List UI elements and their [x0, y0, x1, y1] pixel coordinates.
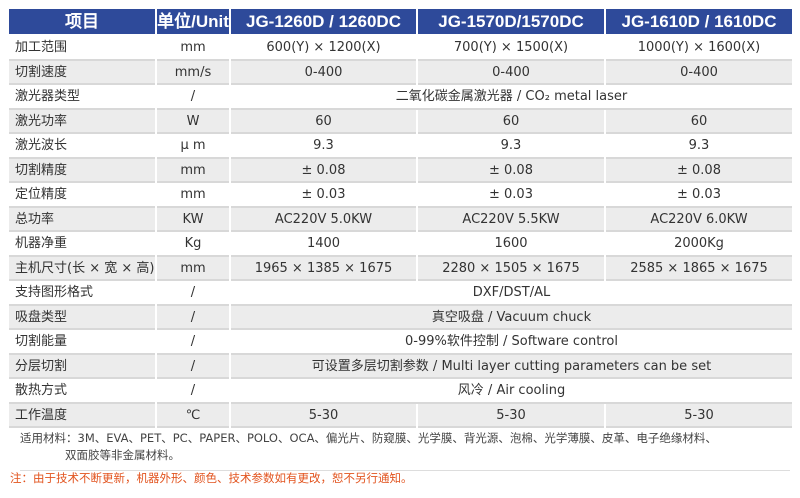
row-value: AC220V 5.0KW	[231, 207, 416, 232]
row-merged-value: 真空吸盘 / Vacuum chuck	[231, 305, 792, 330]
row-unit: /	[157, 330, 229, 355]
row-unit: /	[157, 85, 229, 110]
row-unit: mm	[157, 158, 229, 183]
row-merged-value: 0-99%软件控制 / Software control	[231, 330, 792, 355]
row-unit: ℃	[157, 403, 229, 428]
row-value: ± 0.03	[606, 183, 792, 208]
materials-line-2: 双面胶等非金属材料。	[65, 448, 180, 462]
row-item-label: 机器净重	[9, 232, 155, 257]
row-value: ± 0.08	[606, 158, 792, 183]
row-value: AC220V 6.0KW	[606, 207, 792, 232]
row-item-label: 主机尺寸(长 × 宽 × 高)	[9, 256, 155, 281]
header-cell: JG-1570D/1570DC	[418, 9, 604, 34]
row-unit: mm	[157, 36, 229, 61]
row-unit: mm	[157, 183, 229, 208]
row-item-label: 吸盘类型	[9, 305, 155, 330]
row-value: ± 0.08	[231, 158, 416, 183]
row-value: 5-30	[606, 403, 792, 428]
row-item-label: 加工范围	[9, 36, 155, 61]
row-unit: Kg	[157, 232, 229, 257]
row-value: ± 0.03	[231, 183, 416, 208]
row-item-label: 散热方式	[9, 379, 155, 404]
row-item-label: 分层切割	[9, 354, 155, 379]
row-unit: W	[157, 109, 229, 134]
row-item-label: 切割速度	[9, 60, 155, 85]
row-item-label: 激光功率	[9, 109, 155, 134]
row-merged-value: 可设置多层切割参数 / Multi layer cutting paramete…	[231, 354, 792, 379]
row-value: 5-30	[418, 403, 604, 428]
row-unit: mm	[157, 256, 229, 281]
row-value: 1000(Y) × 1600(X)	[606, 36, 792, 61]
row-value: 2585 × 1865 × 1675	[606, 256, 792, 281]
row-value: ± 0.03	[418, 183, 604, 208]
row-value: 5-30	[231, 403, 416, 428]
row-value: 2280 × 1505 × 1675	[418, 256, 604, 281]
row-value: AC220V 5.5KW	[418, 207, 604, 232]
row-value: 60	[606, 109, 792, 134]
row-unit: /	[157, 305, 229, 330]
row-value: 60	[418, 109, 604, 134]
row-item-label: 定位精度	[9, 183, 155, 208]
row-item-label: 工作温度	[9, 403, 155, 428]
applicable-materials: 适用材料：3M、EVA、PET、PC、PAPER、POLO、OCA、偏光片、防窥…	[20, 430, 790, 471]
row-value: 2000Kg	[606, 232, 792, 257]
row-item-label: 总功率	[9, 207, 155, 232]
spec-table: 项目 单位/Unit JG-1260D / 1260DC JG-1570D/1570D…	[9, 9, 792, 428]
row-unit: KW	[157, 207, 229, 232]
header-cell: JG-1610D / 1610DC	[606, 9, 792, 34]
row-value: 600(Y) × 1200(X)	[231, 36, 416, 61]
row-merged-value: 风冷 / Air cooling	[231, 379, 792, 404]
row-value: 700(Y) × 1500(X)	[418, 36, 604, 61]
row-value: 0-400	[418, 60, 604, 85]
row-unit: mm/s	[157, 60, 229, 85]
row-merged-value: 二氧化碳金属激光器 / CO₂ metal laser	[231, 85, 792, 110]
row-value: 9.3	[606, 134, 792, 159]
disclaimer-note: 注：由于技术不断更新，机器外形、颜色、技术参数如有更改，恕不另行通知。	[10, 471, 413, 485]
row-value: 9.3	[418, 134, 604, 159]
row-item-label: 支持图形格式	[9, 281, 155, 306]
row-item-label: 切割能量	[9, 330, 155, 355]
row-unit: μ m	[157, 134, 229, 159]
row-value: ± 0.08	[418, 158, 604, 183]
header-cell: 项目	[9, 9, 155, 34]
row-value: 9.3	[231, 134, 416, 159]
row-unit: /	[157, 354, 229, 379]
row-value: 1965 × 1385 × 1675	[231, 256, 416, 281]
header-cell: 单位/Unit	[157, 9, 229, 34]
row-value: 0-400	[606, 60, 792, 85]
header-cell: JG-1260D / 1260DC	[231, 9, 416, 34]
row-value: 1600	[418, 232, 604, 257]
row-unit: /	[157, 379, 229, 404]
row-unit: /	[157, 281, 229, 306]
materials-line-1: 适用材料：3M、EVA、PET、PC、PAPER、POLO、OCA、偏光片、防窥…	[20, 431, 717, 445]
row-value: 60	[231, 109, 416, 134]
row-item-label: 激光波长	[9, 134, 155, 159]
row-value: 1400	[231, 232, 416, 257]
row-item-label: 切割精度	[9, 158, 155, 183]
row-merged-value: DXF/DST/AL	[231, 281, 792, 306]
row-item-label: 激光器类型	[9, 85, 155, 110]
row-value: 0-400	[231, 60, 416, 85]
